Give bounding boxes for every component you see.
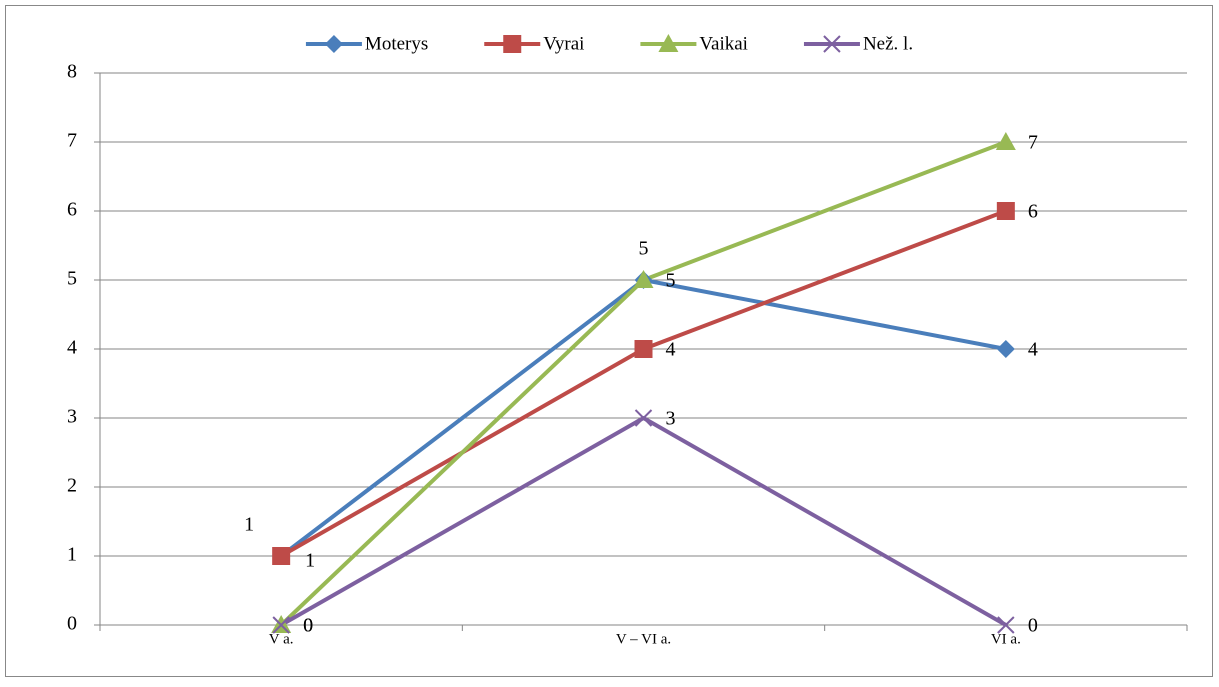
chart-border — [5, 5, 1213, 677]
legend-item: Než. l. — [803, 33, 913, 54]
y-tick-label: 0 — [67, 613, 77, 635]
y-tick-label: 7 — [67, 130, 77, 152]
y-tick-label: 8 — [67, 61, 77, 83]
data-label: 3 — [666, 408, 676, 430]
y-tick-label: 3 — [67, 406, 77, 428]
marker — [503, 35, 522, 53]
y-tick-label: 6 — [67, 199, 77, 221]
legend-label: Vaikai — [699, 33, 748, 54]
marker — [634, 340, 653, 358]
x-tick-label: V – VI a. — [616, 631, 671, 647]
y-tick-label: 4 — [67, 337, 77, 359]
y-tick-label: 5 — [67, 268, 77, 290]
legend-label: Než. l. — [863, 33, 913, 54]
data-label: 4 — [666, 339, 676, 361]
legend-label: Vyrai — [543, 33, 584, 54]
marker — [324, 35, 343, 53]
marker — [995, 132, 1016, 150]
legend-label: Moterys — [365, 33, 428, 54]
x-tick-label: VI a. — [991, 631, 1021, 647]
marker — [997, 616, 1015, 634]
x-tick-label: V a. — [269, 631, 294, 647]
y-tick-label: 1 — [67, 544, 77, 566]
data-label: 0 — [303, 615, 313, 637]
legend-item: Moterys — [305, 33, 428, 54]
data-label: 0 — [1028, 615, 1038, 637]
data-label: 5 — [666, 270, 676, 292]
marker — [996, 340, 1015, 358]
marker — [996, 202, 1015, 220]
legend-item: Vyrai — [484, 33, 584, 54]
marker — [272, 547, 291, 565]
data-label: 5 — [639, 238, 649, 260]
legend-item: Vaikai — [640, 33, 748, 54]
marker — [272, 616, 290, 634]
data-label: 7 — [1028, 132, 1038, 154]
y-tick-label: 2 — [67, 475, 77, 497]
data-label: 4 — [1028, 339, 1038, 361]
data-label: 1 — [305, 550, 315, 572]
data-label: 0 — [303, 615, 313, 637]
marker — [658, 34, 679, 52]
marker — [823, 35, 841, 53]
legend: Moterys Vyrai Vaikai Než. l. — [305, 33, 913, 54]
marker — [633, 270, 654, 288]
marker — [634, 409, 653, 427]
data-label: 1 — [244, 514, 254, 536]
data-label: 6 — [1028, 201, 1038, 223]
